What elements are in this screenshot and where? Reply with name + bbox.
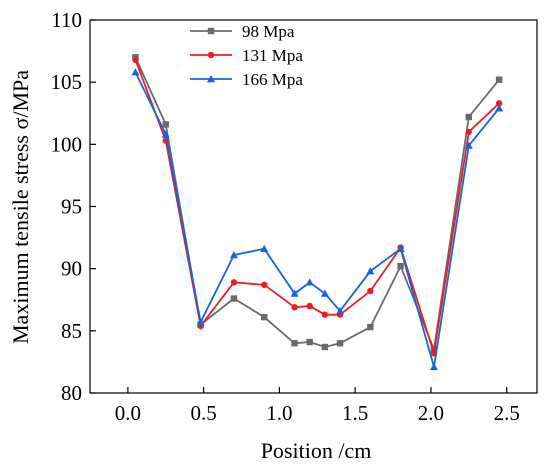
legend-label: 131 Mpa bbox=[242, 46, 303, 65]
circle-marker bbox=[495, 100, 503, 107]
circle-marker bbox=[367, 287, 374, 295]
square-marker bbox=[495, 76, 503, 83]
y-tick-label: 100 bbox=[51, 132, 83, 156]
legend-item: 98 Mpa bbox=[190, 22, 295, 41]
triangle-marker bbox=[429, 362, 438, 371]
plot-border bbox=[89, 19, 538, 394]
square-marker bbox=[367, 323, 374, 331]
triangle-marker bbox=[305, 278, 314, 286]
triangle-marker bbox=[161, 130, 170, 138]
square-marker bbox=[306, 338, 313, 346]
y-axis-title: Maximum tensile stress σ/MPa bbox=[8, 70, 33, 344]
series-166-mpa bbox=[131, 68, 504, 371]
legend: 98 Mpa 131 Mpa 166 Mpa bbox=[190, 22, 303, 89]
triangle-marker bbox=[260, 244, 269, 252]
triangle-marker bbox=[464, 141, 473, 149]
plot-frame bbox=[89, 19, 538, 394]
triangle-marker bbox=[495, 104, 504, 112]
y-axis-ticks: 80 85 90 95 100 105 110 bbox=[51, 8, 96, 405]
triangle-marker bbox=[336, 306, 345, 315]
square-marker bbox=[336, 340, 344, 347]
x-tick-label: 0.5 bbox=[191, 401, 217, 425]
triangle-marker bbox=[396, 244, 405, 252]
x-tick-label: 1.5 bbox=[342, 401, 368, 425]
triangle-marker bbox=[131, 68, 140, 76]
square-marker bbox=[321, 343, 329, 351]
circle-marker bbox=[291, 304, 298, 311]
square-marker bbox=[397, 262, 404, 270]
series-layer bbox=[131, 54, 504, 371]
square-marker bbox=[261, 313, 268, 321]
legend-label: 98 Mpa bbox=[242, 22, 295, 41]
series-line bbox=[134, 71, 500, 368]
triangle-marker bbox=[196, 318, 205, 326]
x-tick-label: 1.0 bbox=[266, 401, 292, 425]
square-marker bbox=[291, 340, 298, 347]
circle-marker bbox=[132, 56, 139, 63]
y-tick-label: 105 bbox=[51, 70, 83, 94]
circle-marker bbox=[261, 281, 268, 289]
y-tick-label: 85 bbox=[61, 319, 82, 343]
y-tick-label: 95 bbox=[61, 195, 82, 219]
x-tick-label: 0.0 bbox=[115, 401, 141, 425]
legend-item: 131 Mpa bbox=[190, 46, 303, 65]
square-marker bbox=[207, 27, 215, 35]
x-tick-label: 2.5 bbox=[494, 401, 520, 425]
square-marker bbox=[465, 113, 473, 121]
triangle-marker bbox=[320, 289, 329, 297]
x-axis-title: Position /cm bbox=[261, 438, 372, 463]
legend-item: 166 Mpa bbox=[190, 70, 303, 89]
triangle-marker bbox=[366, 267, 375, 275]
circle-marker bbox=[306, 302, 313, 310]
triangle-marker bbox=[290, 289, 299, 297]
legend-label: 166 Mpa bbox=[242, 70, 303, 89]
square-marker bbox=[230, 295, 238, 302]
series-line bbox=[134, 59, 500, 354]
x-axis-ticks: 0.0 0.5 1.0 1.5 2.0 2.5 bbox=[115, 387, 520, 425]
series-98-mpa bbox=[132, 54, 503, 353]
series-line bbox=[134, 56, 500, 353]
y-tick-label: 110 bbox=[51, 8, 82, 32]
circle-marker bbox=[207, 51, 215, 59]
circle-marker bbox=[465, 128, 473, 136]
square-marker bbox=[162, 121, 169, 128]
x-tick-label: 2.0 bbox=[418, 401, 444, 425]
y-tick-label: 80 bbox=[61, 381, 82, 405]
triangle-marker bbox=[207, 75, 215, 83]
circle-marker bbox=[230, 279, 238, 286]
circle-marker bbox=[321, 311, 329, 318]
series-131-mpa bbox=[132, 56, 503, 357]
triangle-marker bbox=[229, 250, 238, 259]
y-tick-label: 90 bbox=[61, 257, 82, 281]
